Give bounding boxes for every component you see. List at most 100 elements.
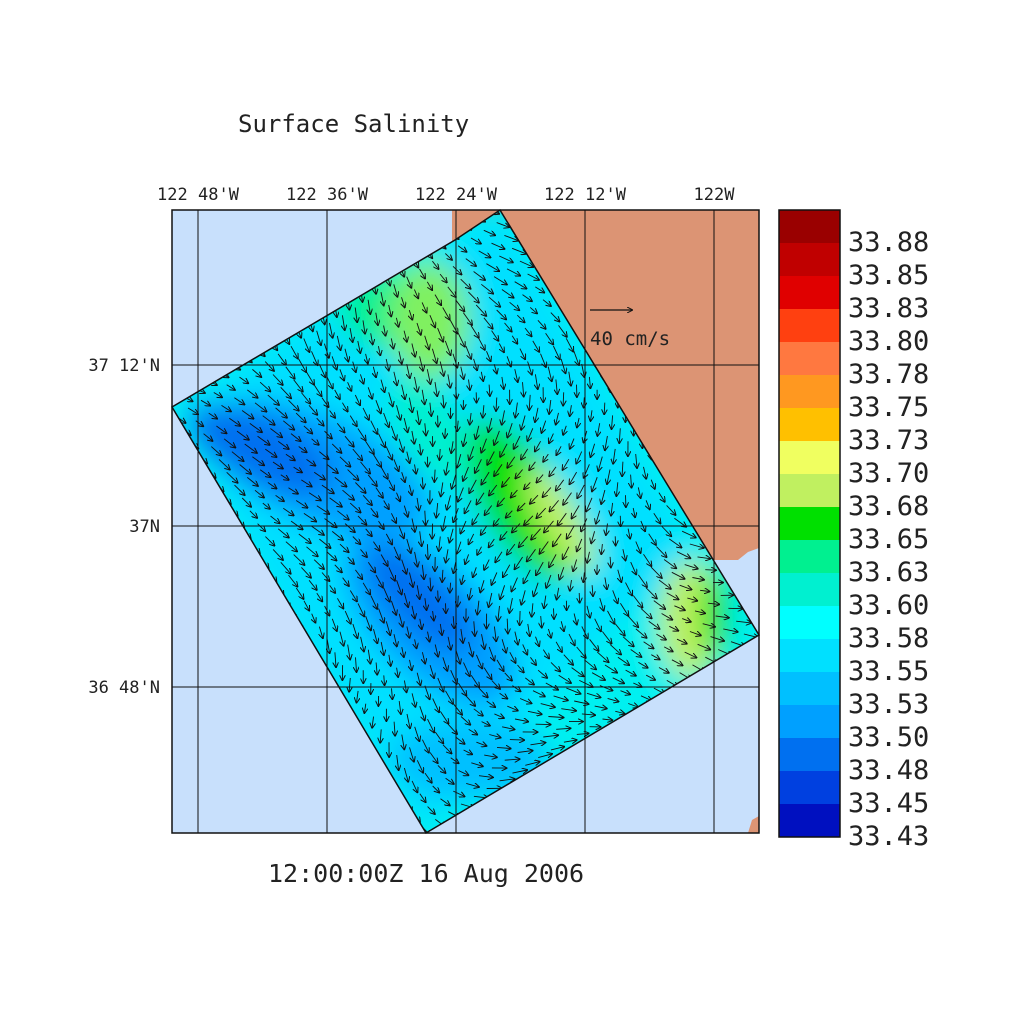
current-vector [462, 312, 472, 325]
current-vector [352, 448, 362, 460]
current-vector [410, 835, 416, 844]
colorbar-swatch [779, 804, 840, 838]
current-vector [560, 358, 565, 373]
current-vector [385, 446, 392, 459]
current-vector [368, 299, 370, 314]
current-vector [632, 595, 642, 608]
current-vector [558, 325, 567, 336]
current-vector [290, 345, 298, 358]
current-vector [565, 338, 573, 351]
longitude-labels: 122 48'W 122 36'W 122 24'W 122 12'W 122W [157, 185, 735, 205]
current-vector [422, 564, 424, 579]
current-vector [417, 410, 419, 424]
current-vector [326, 551, 336, 560]
current-vector [349, 590, 357, 602]
current-vector [531, 528, 541, 540]
current-vector [457, 453, 461, 467]
current-vector [561, 621, 564, 631]
current-vector [458, 487, 464, 502]
colorbar-level-label: 33.50 [848, 722, 929, 753]
current-vector [611, 502, 613, 516]
current-vector [463, 466, 469, 481]
current-vector [345, 348, 348, 362]
colorbar-level-label: 33.65 [848, 524, 929, 555]
current-vector [402, 472, 405, 482]
current-vector [509, 740, 524, 741]
current-vector [339, 369, 344, 380]
current-vector [239, 464, 251, 474]
current-vector [658, 579, 671, 589]
current-vector [545, 682, 558, 690]
current-vector [473, 567, 477, 577]
current-vector [566, 687, 580, 694]
current-vector [524, 327, 532, 336]
current-vector [376, 312, 378, 325]
current-vector [316, 330, 321, 345]
current-vector [496, 747, 511, 748]
current-vector [419, 793, 426, 802]
current-vector [441, 482, 443, 496]
current-vector [517, 751, 533, 753]
current-vector [500, 585, 506, 599]
current-vector [759, 568, 773, 572]
current-vector [429, 752, 438, 764]
current-vector [689, 543, 704, 548]
current-vector [681, 530, 696, 537]
current-vector [402, 734, 405, 750]
current-vector [384, 675, 385, 685]
current-vector [512, 770, 528, 773]
current-vector [644, 466, 647, 479]
current-vector [218, 459, 230, 469]
current-vector [612, 677, 624, 684]
current-vector [589, 639, 599, 651]
current-vector [567, 525, 575, 539]
current-vector [430, 577, 431, 591]
current-vector [555, 641, 562, 652]
current-vector [506, 268, 520, 276]
current-vector [252, 456, 264, 466]
current-vector [489, 484, 498, 495]
current-vector [330, 322, 333, 338]
current-vector [499, 343, 504, 353]
current-vector [277, 441, 289, 449]
current-vector [556, 479, 565, 491]
current-vector [496, 222, 509, 228]
current-vector [262, 415, 275, 425]
current-vector [656, 633, 666, 640]
current-vector [498, 497, 505, 506]
current-vector [272, 461, 283, 469]
current-vector [357, 428, 366, 441]
lat-tick-label: 37N [129, 517, 160, 537]
current-vector [410, 659, 412, 670]
current-vector [241, 410, 253, 419]
colorbar-frame [778, 209, 841, 838]
current-vector [484, 559, 490, 570]
current-vector [607, 610, 615, 624]
current-vector [507, 705, 517, 710]
current-vector [404, 505, 408, 517]
current-vector [548, 628, 551, 638]
current-vector [450, 757, 459, 764]
current-vector [414, 289, 418, 299]
current-vector [487, 451, 495, 465]
current-vector [415, 551, 418, 567]
current-vector [427, 718, 435, 732]
current-vector [427, 369, 430, 384]
current-vector [561, 709, 576, 711]
current-vector [581, 518, 588, 531]
current-vector [472, 513, 480, 524]
current-vector [380, 729, 381, 742]
current-vector [502, 727, 514, 730]
colorbar-swatch [779, 276, 840, 310]
current-vector [527, 361, 532, 375]
current-vector [404, 330, 407, 342]
current-vector [715, 616, 729, 618]
current-vector [407, 451, 410, 463]
current-vector [507, 423, 513, 437]
current-vector [511, 489, 518, 497]
current-vector [559, 567, 565, 579]
current-vector [396, 580, 402, 594]
current-vector [340, 631, 344, 646]
current-vector [591, 531, 594, 543]
current-vector [306, 546, 318, 557]
